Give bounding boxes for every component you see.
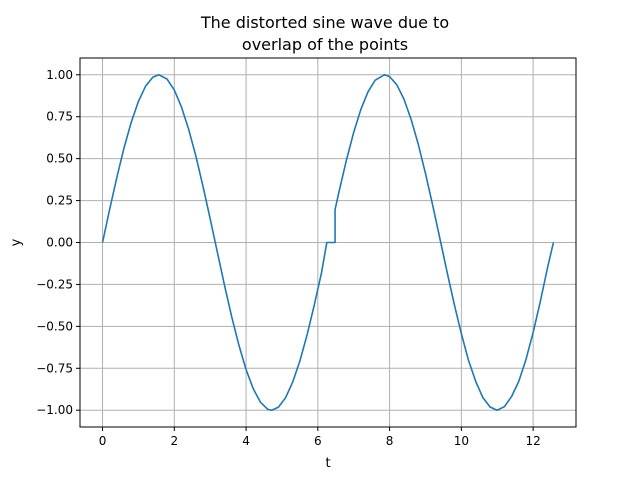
- x-tick-label: 10: [454, 434, 469, 448]
- grid-lines: [80, 58, 576, 427]
- x-axis-label: t: [325, 456, 330, 471]
- plot-area: [101, 73, 555, 412]
- chart-title-line-1: The distorted sine wave due to: [200, 13, 449, 32]
- x-tick-label: 0: [99, 434, 107, 448]
- y-tick-label: −1.00: [36, 403, 73, 417]
- y-tick-label: −0.25: [36, 277, 73, 291]
- y-tick-label: 1.00: [46, 68, 73, 82]
- chart-title-line-2: overlap of the points: [242, 35, 408, 54]
- x-tick-label: 8: [386, 434, 394, 448]
- x-tick-label: 4: [242, 434, 250, 448]
- y-tick-label: 0.50: [46, 152, 73, 166]
- y-axis-label: y: [9, 238, 24, 246]
- y-tick-label: −0.50: [36, 319, 73, 333]
- x-tick-label: 6: [314, 434, 322, 448]
- y-tick-label: 0.75: [46, 110, 73, 124]
- x-tick-label: 12: [525, 434, 540, 448]
- axis-ticks: 0 2 4 6 8 10 12 −1.00 −0.75 −0.50 −0.25 0.00 0.25 0.5…: [36, 68, 541, 448]
- y-tick-label: 0.25: [46, 194, 73, 208]
- x-tick-label: 2: [170, 434, 178, 448]
- y-tick-label: −0.75: [36, 361, 73, 375]
- series-line: [101, 73, 555, 412]
- y-tick-label: 0.00: [46, 236, 73, 250]
